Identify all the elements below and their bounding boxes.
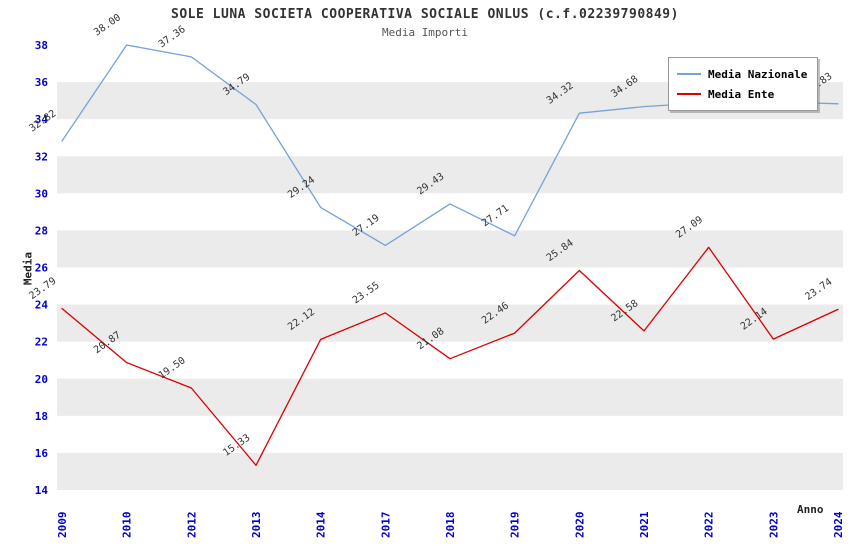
chart-subtitle: Media Importi xyxy=(381,26,469,39)
svg-text:2023: 2023 xyxy=(767,512,780,539)
svg-text:32.82: 32.82 xyxy=(27,108,58,134)
svg-text:23.74: 23.74 xyxy=(803,277,834,303)
svg-text:20: 20 xyxy=(35,373,48,386)
legend-item-media-nazionale: Media Nazionale xyxy=(677,64,807,84)
svg-text:2009: 2009 xyxy=(56,512,69,539)
svg-text:28: 28 xyxy=(35,224,48,237)
legend: Media Nazionale Media Ente xyxy=(668,57,819,111)
svg-text:32: 32 xyxy=(35,150,48,163)
legend-line-swatch-nazionale xyxy=(677,73,701,75)
svg-text:26: 26 xyxy=(35,262,49,275)
svg-text:16: 16 xyxy=(35,447,49,460)
svg-text:2013: 2013 xyxy=(250,512,263,539)
svg-text:34: 34 xyxy=(35,113,49,126)
legend-item-media-ente: Media Ente xyxy=(677,84,807,104)
svg-text:38: 38 xyxy=(35,39,48,52)
svg-text:14: 14 xyxy=(35,484,49,497)
svg-text:22: 22 xyxy=(35,336,48,349)
svg-text:2021: 2021 xyxy=(638,511,651,538)
legend-label: Media Nazionale xyxy=(708,67,808,81)
svg-text:2020: 2020 xyxy=(573,512,586,539)
svg-text:2010: 2010 xyxy=(121,512,134,539)
svg-text:24: 24 xyxy=(35,299,49,312)
svg-text:18: 18 xyxy=(35,410,48,423)
svg-text:36: 36 xyxy=(35,76,49,89)
chart-title: SOLE LUNA SOCIETA COOPERATIVA SOCIALE ON… xyxy=(171,7,679,22)
legend-line-swatch-ente xyxy=(677,93,701,95)
svg-text:2019: 2019 xyxy=(509,512,522,539)
svg-text:38.00: 38.00 xyxy=(92,12,123,38)
x-axis-title: Anno xyxy=(797,503,824,516)
svg-text:27.71: 27.71 xyxy=(480,203,511,229)
svg-text:23.55: 23.55 xyxy=(351,280,382,306)
svg-text:2017: 2017 xyxy=(379,512,392,539)
svg-text:2024: 2024 xyxy=(832,511,845,538)
svg-text:37.36: 37.36 xyxy=(157,24,188,50)
svg-text:30: 30 xyxy=(35,187,48,200)
svg-text:2018: 2018 xyxy=(444,512,457,539)
svg-text:2012: 2012 xyxy=(185,512,198,539)
svg-text:2014: 2014 xyxy=(315,511,328,538)
legend-label: Media Ente xyxy=(708,87,775,101)
svg-text:19.50: 19.50 xyxy=(157,355,188,381)
svg-text:2022: 2022 xyxy=(703,512,716,539)
